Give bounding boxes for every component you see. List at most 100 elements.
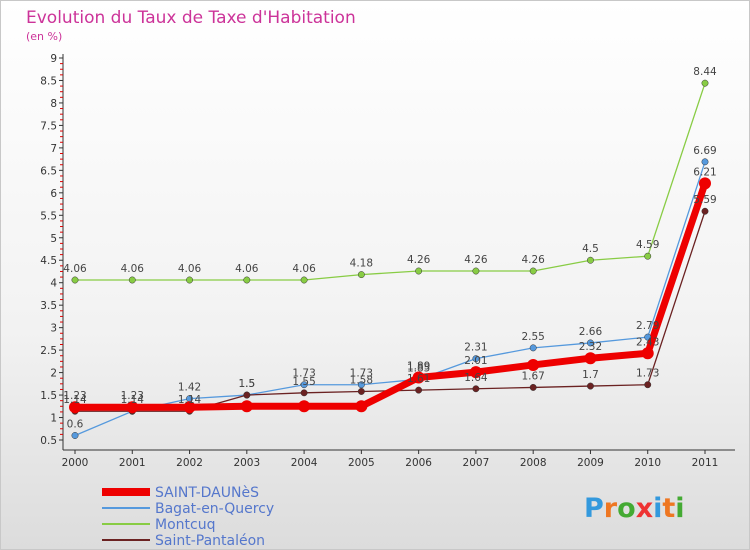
x-tick-label: 2004 <box>291 457 318 469</box>
y-tick-label: 4.5 <box>40 255 57 267</box>
data-label: 2.66 <box>579 326 603 338</box>
data-label: 1.58 <box>350 374 373 386</box>
series-line-1 <box>74 161 706 437</box>
data-label: 6.69 <box>693 145 716 157</box>
y-tick-label: 3 <box>50 323 57 335</box>
data-point <box>357 388 365 395</box>
data-label: 1.5 <box>238 378 255 390</box>
y-tick-label: 2.5 <box>40 345 57 357</box>
data-point <box>527 358 540 371</box>
data-point <box>587 339 594 347</box>
data-point <box>412 371 425 384</box>
data-point <box>71 432 79 439</box>
y-tick-label: 0.5 <box>40 435 57 447</box>
data-point <box>243 391 251 399</box>
y-tick-label: 9 <box>50 53 57 65</box>
data-label: 4.06 <box>121 263 145 275</box>
data-point <box>240 400 253 413</box>
y-tick-label: 7.5 <box>40 120 57 132</box>
data-point <box>472 385 480 393</box>
data-point <box>584 352 597 365</box>
data-points <box>69 79 711 439</box>
data-label: 1.64 <box>464 372 488 384</box>
x-tick-label: 2005 <box>348 457 375 469</box>
data-label: 1.14 <box>121 394 145 406</box>
series-line-2 <box>74 82 706 281</box>
data-label: 2.79 <box>636 320 659 332</box>
data-point <box>644 333 652 341</box>
series-lines <box>71 82 709 437</box>
data-label: 1.14 <box>63 394 87 406</box>
data-label: 8.44 <box>693 66 717 78</box>
y-tick-label: 6 <box>50 188 57 200</box>
data-label: 1.23 <box>121 390 144 402</box>
data-label: 2.01 <box>464 355 487 367</box>
data-point <box>472 267 480 275</box>
data-label: 1.7 <box>582 369 599 381</box>
data-label: 4.06 <box>292 263 316 275</box>
data-point <box>243 276 251 284</box>
data-label: 2.43 <box>636 336 659 348</box>
data-label: 1.85 <box>407 362 430 374</box>
data-label: 1.73 <box>292 368 315 380</box>
data-point <box>300 276 308 284</box>
x-tick-label: 2008 <box>520 457 547 469</box>
data-label: 1.55 <box>292 376 315 388</box>
data-label: 4.06 <box>235 263 259 275</box>
data-point <box>529 267 537 275</box>
series-line-0 <box>71 179 709 411</box>
data-label: 1.23 <box>63 390 86 402</box>
data-label: 4.26 <box>464 254 488 266</box>
y-tick-label: 7 <box>50 143 57 155</box>
data-point <box>415 386 423 394</box>
data-label: 1.89 <box>407 361 430 373</box>
data-label: 4.26 <box>407 254 431 266</box>
legend-label: Bagat-en-Quercy <box>155 501 274 517</box>
data-label: 1.14 <box>178 394 202 406</box>
data-label: 4.59 <box>636 239 659 251</box>
chart-subtitle: (en %) <box>26 30 62 43</box>
x-tick-label: 2002 <box>176 457 203 469</box>
data-label: 6.21 <box>693 166 716 178</box>
data-point <box>644 381 652 389</box>
x-tick-label: 2001 <box>119 457 146 469</box>
y-tick-label: 8.5 <box>40 75 57 87</box>
data-label: 4.26 <box>521 254 545 266</box>
data-point <box>469 366 482 379</box>
data-point <box>355 400 368 413</box>
data-label: 4.06 <box>178 263 202 275</box>
data-point <box>701 79 709 87</box>
y-tick-label: 5.5 <box>40 210 57 222</box>
data-point <box>587 382 594 390</box>
y-tick-label: 6.5 <box>40 165 57 177</box>
data-point <box>529 383 537 391</box>
data-label: 4.06 <box>63 263 87 275</box>
x-tick-label: 2000 <box>62 457 89 469</box>
data-labels: 4.06 4.06 4.06 4.06 4.06 4.18 4.26 4.26 4.26 4.5 4… <box>63 66 717 430</box>
data-point <box>128 276 136 284</box>
proxiti-logo-text: Proxiti <box>584 493 685 524</box>
x-tick-label: 2007 <box>463 457 490 469</box>
data-point <box>126 401 139 414</box>
data-label: 2.55 <box>521 331 544 343</box>
data-label: 1.5 <box>238 378 255 390</box>
y-tick-label: 1 <box>50 413 57 425</box>
data-point <box>644 252 652 260</box>
data-point <box>529 344 537 352</box>
x-tick-label: 2006 <box>405 457 432 469</box>
chart-title: Evolution du Taux de Taxe d'Habitation <box>26 8 356 28</box>
data-label: 2.32 <box>579 341 602 353</box>
y-tick-label: 5 <box>50 233 57 245</box>
data-label: 1.67 <box>521 370 544 382</box>
data-point <box>357 381 365 389</box>
data-point <box>186 276 193 284</box>
proxiti-logo: Proxiti <box>584 493 685 524</box>
data-point <box>415 267 423 275</box>
data-label: 1.61 <box>407 373 430 385</box>
data-point <box>472 355 480 363</box>
y-tick-label: 1.5 <box>40 390 57 402</box>
y-tick-label: 8 <box>50 98 57 110</box>
data-label: 1.73 <box>350 368 373 380</box>
x-tick-label: 2011 <box>692 457 719 469</box>
